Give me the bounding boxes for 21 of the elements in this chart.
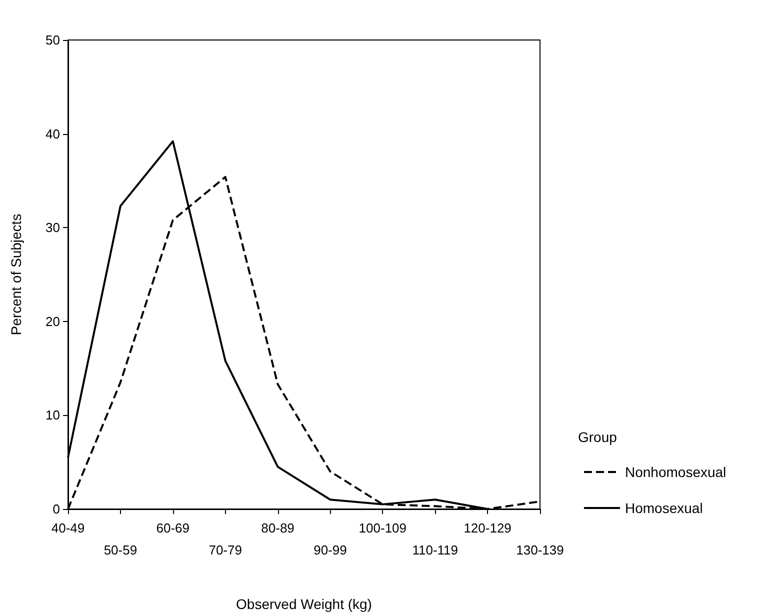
x-tick-label: 60-69 [156, 520, 190, 536]
y-tick-label: 30 [46, 220, 60, 236]
legend-label: Homosexual [625, 500, 703, 516]
y-axis-title: Percent of Subjects [8, 214, 24, 336]
x-axis-title: Observed Weight (kg) [236, 596, 372, 612]
x-tick-label: 50-59 [104, 542, 138, 558]
y-tick-label: 0 [52, 502, 60, 516]
y-tick-label: 50 [46, 32, 60, 48]
y-tick-label: 10 [46, 408, 60, 423]
x-tick-label: 80-89 [261, 520, 294, 536]
x-tick-label: 110-119 [412, 542, 458, 558]
x-tick-label: 100-109 [358, 520, 407, 536]
x-tick-label: 40-49 [51, 520, 85, 536]
y-tick-label: 20 [46, 314, 60, 329]
legend-title: Group [578, 429, 618, 445]
legend-label: Nonhomosexual [625, 464, 726, 480]
x-tick-label: 120-129 [464, 520, 512, 536]
x-tick-label: 90-99 [314, 542, 347, 558]
x-tick-label: 130-139 [516, 542, 564, 558]
x-tick-label: 70-79 [208, 542, 242, 558]
y-tick-label: 40 [46, 126, 60, 142]
